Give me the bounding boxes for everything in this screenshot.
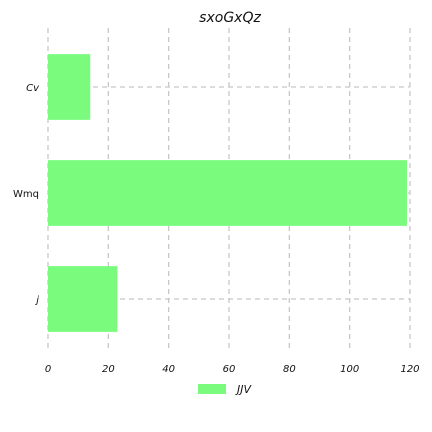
x-tick-label-0: 0 [45,364,51,375]
bar-wmq [48,160,407,226]
legend-swatch-jjv [198,384,226,394]
x-tick-label-1: 20 [102,364,115,375]
legend: JJV [198,383,252,396]
x-tick-label-4: 80 [283,364,296,375]
y-tick-label-wmq: Wmq [13,189,39,200]
y-tick-labels: Cv Wmq j [13,83,40,306]
bar-cv [48,54,91,120]
x-tick-label-5: 100 [340,364,359,375]
x-tick-label-3: 60 [223,364,236,375]
bars [48,54,407,332]
bar-j [48,266,118,332]
legend-label-jjv: JJV [235,383,252,396]
x-tick-labels: 0 20 40 60 80 100 120 [45,364,420,375]
y-tick-label-cv: Cv [26,83,40,94]
x-tick-label-2: 40 [162,364,175,375]
chart-title: sxoGxQz [199,10,261,26]
x-tick-label-6: 120 [400,364,419,375]
y-tick-label-j: j [34,295,39,306]
